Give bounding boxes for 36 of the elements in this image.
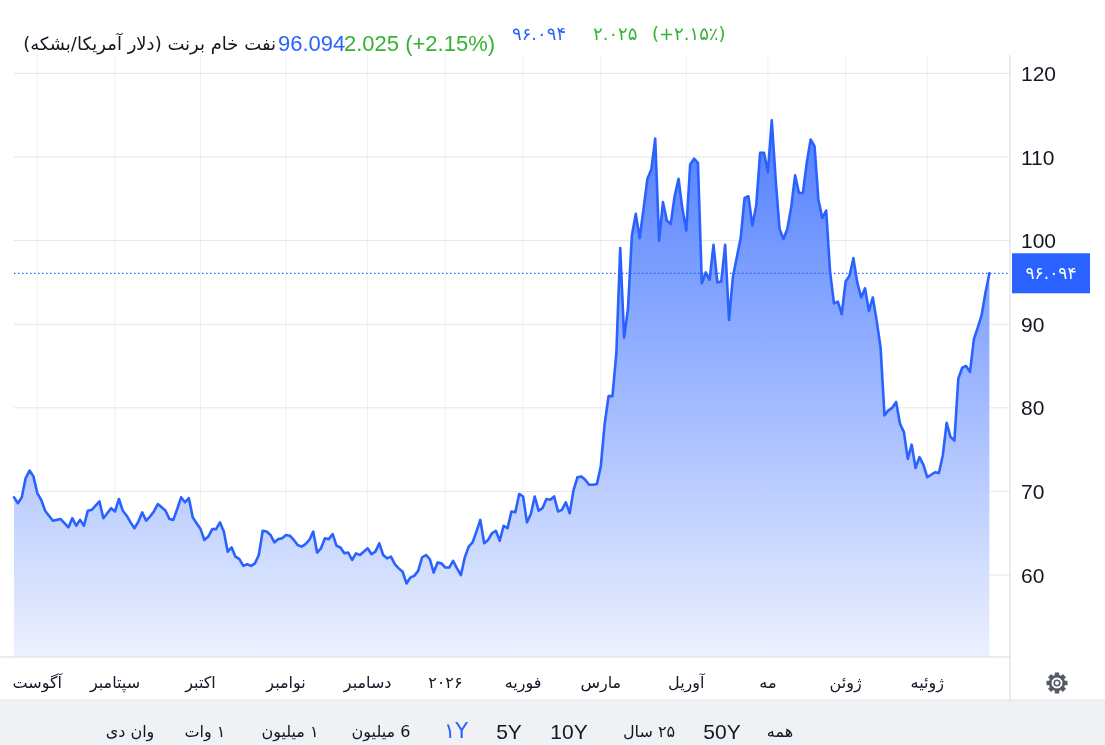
text: 10Y [550, 719, 588, 743]
x-tick-label: ۲۰۲۶ [428, 672, 463, 692]
x-tick-label: آگوست [12, 672, 64, 693]
ref-line-label: ۹۶.۰۹۴ [1025, 263, 1077, 284]
x-tick-label: نوامبر [265, 672, 306, 693]
x-tick-label: آوریل [668, 672, 707, 693]
x-tick-label: فوریه [504, 672, 542, 693]
text: 5Y [496, 719, 522, 743]
x-tick-label: دسامبر [342, 672, 392, 693]
text: همه [766, 721, 794, 741]
text: ۱ میلیون [261, 721, 319, 742]
x-tick-label: ژوئیه [910, 672, 945, 693]
chart-title: نفت خام برنت (دلار آمریکا/بشکه) [23, 31, 276, 55]
y-tick-label: 100 [1021, 229, 1057, 253]
text: ۱Y [443, 719, 469, 743]
annotation: 96.094 [278, 30, 346, 56]
y-tick-label: 60 [1021, 563, 1045, 587]
text: ۲۵ سال [622, 721, 676, 741]
x-tick-label: اکتبر [184, 672, 216, 693]
annotation: 2.025 (+2.15%) [344, 30, 496, 56]
y-tick-label: 90 [1021, 312, 1045, 336]
x-tick-label: مارس [580, 672, 622, 693]
text: ۱ وات [184, 721, 226, 742]
x-tick-label: ژوئن [829, 672, 862, 693]
text: 50Y [703, 719, 741, 743]
y-tick-label: 110 [1021, 145, 1055, 169]
y-tick-label: 70 [1021, 479, 1045, 503]
x-tick-label: مه [759, 672, 777, 692]
text: (+۲.۱۵٪) [652, 22, 726, 44]
text: ۹۶.۰۹۴ [512, 22, 567, 44]
text: 6 میلیون [351, 721, 411, 742]
text: ۲.۰۲۵ [593, 22, 638, 44]
text: وان دی [105, 721, 155, 742]
x-tick-label: سپتامبر [88, 672, 141, 693]
y-tick-label: 80 [1021, 396, 1045, 420]
y-tick-label: 120 [1021, 61, 1057, 85]
